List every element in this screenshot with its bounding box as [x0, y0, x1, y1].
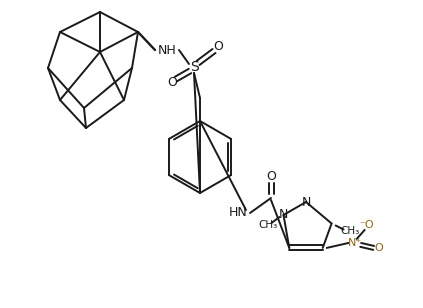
Text: ⁻O: ⁻O: [360, 220, 374, 230]
Text: CH₃: CH₃: [340, 226, 359, 237]
Text: HN: HN: [228, 206, 247, 220]
Text: N⁺: N⁺: [348, 238, 362, 248]
Text: NH: NH: [158, 43, 176, 56]
Text: O: O: [266, 171, 276, 184]
Text: S: S: [190, 60, 198, 74]
Text: O: O: [213, 40, 223, 54]
Text: O: O: [167, 76, 177, 90]
Text: CH₃: CH₃: [259, 220, 278, 230]
Text: N: N: [301, 196, 310, 209]
Text: O: O: [374, 243, 383, 253]
Text: N: N: [279, 209, 288, 221]
